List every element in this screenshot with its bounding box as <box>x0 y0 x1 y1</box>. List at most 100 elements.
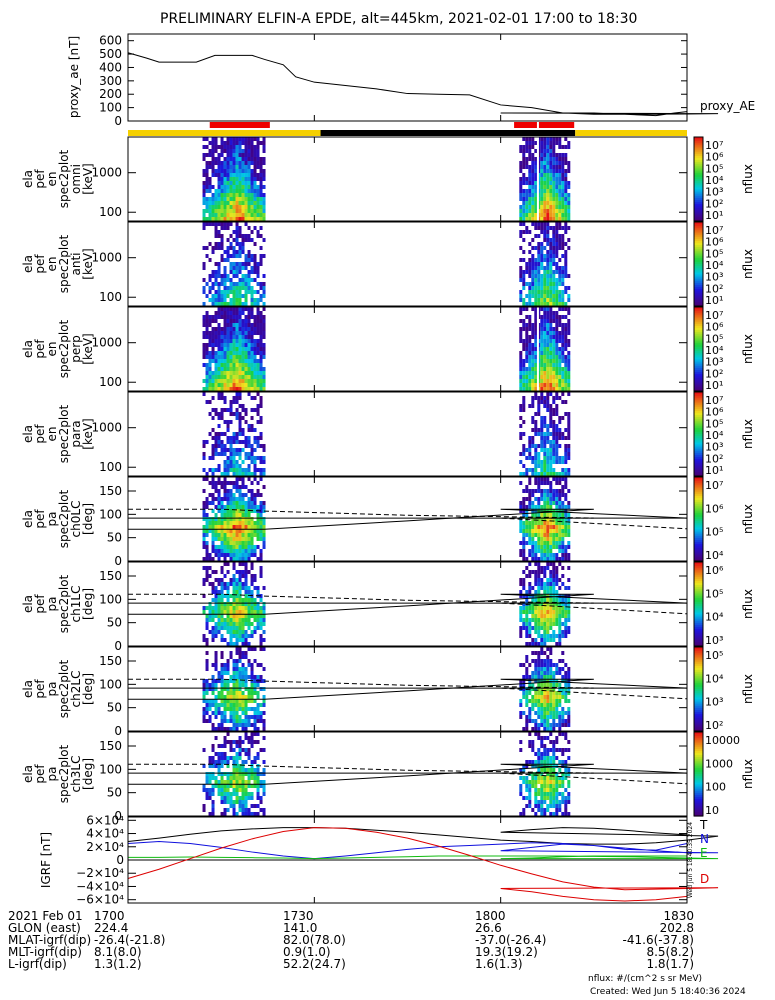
spectrogram-cell <box>531 213 535 217</box>
spectrogram-cell <box>253 647 257 651</box>
spectrogram-cell <box>555 634 559 638</box>
spectrogram-cell <box>564 185 568 189</box>
spectrogram-cell <box>241 691 245 695</box>
colorbar-segment <box>694 195 703 199</box>
spectrogram-cell <box>549 420 553 424</box>
spectrogram-cell <box>214 667 218 671</box>
spectrogram-cell <box>241 780 245 784</box>
y-tick-label: 100 <box>99 460 122 474</box>
spectrogram-cell <box>531 201 535 205</box>
spectrogram-cell <box>567 598 571 602</box>
spectrogram-cell <box>211 760 215 764</box>
spectrogram-cell <box>232 169 236 173</box>
spectrogram-cell <box>211 764 215 768</box>
spectrogram-cell <box>567 602 571 606</box>
spectrogram-cell <box>534 663 538 667</box>
spectrogram-cell <box>217 327 221 331</box>
spectrogram-cell <box>214 570 218 574</box>
spectrogram-cell <box>534 553 538 557</box>
colorbar-segment <box>694 672 703 675</box>
spectrogram-cell <box>208 517 212 521</box>
spectrogram-cell <box>555 622 559 626</box>
colorbar-frame <box>693 561 704 647</box>
spectrogram-cell <box>546 634 550 638</box>
spectrogram-cell <box>247 424 251 428</box>
spectrogram-cell <box>525 723 529 727</box>
spectrogram-cell <box>262 371 266 375</box>
spectrogram-cell <box>561 541 565 545</box>
spectrogram-cell <box>202 343 206 347</box>
spectrogram-cell <box>543 367 547 371</box>
spectrogram-cell <box>552 594 556 598</box>
spectrogram-cell <box>552 707 556 711</box>
spectrogram-cell <box>214 598 218 602</box>
spectrogram-cell <box>534 638 538 642</box>
spectrogram-cell <box>549 610 553 614</box>
panel-ylabel-line: en <box>45 342 59 357</box>
spectrogram-cell <box>217 290 221 294</box>
spectrogram-cell <box>543 141 547 145</box>
spectrogram-cell <box>549 387 553 391</box>
spectrogram-cell <box>226 489 230 493</box>
spectrogram-cell <box>244 307 248 311</box>
science-zone-marker <box>538 122 575 128</box>
spectrogram-cell <box>540 209 544 213</box>
spectrogram-cell <box>525 456 529 460</box>
spectrogram-cell <box>522 610 526 614</box>
spectrogram-cell <box>247 311 251 315</box>
spectrogram-cell <box>555 715 559 719</box>
spectrogram-cell <box>214 752 218 756</box>
spectrogram-cell <box>549 351 553 355</box>
spectrogram-cell <box>564 436 568 440</box>
spectrogram-cell <box>202 201 206 205</box>
spectrogram-cell <box>549 626 553 630</box>
spectrogram-cell <box>543 800 547 804</box>
colorbar-segment <box>694 303 703 307</box>
spectrogram-cell <box>256 756 260 760</box>
spectrogram-cell <box>223 715 227 719</box>
spectrogram-cell <box>226 290 230 294</box>
spectrogram-cell <box>537 610 541 614</box>
spectrogram-cell <box>235 331 239 335</box>
spectrogram-cell <box>223 185 227 189</box>
spectrogram-cell <box>558 549 562 553</box>
spectrogram-cell <box>567 412 571 416</box>
spectrogram-cell <box>235 663 239 667</box>
spectrogram-cell <box>552 562 556 566</box>
spectrogram-cell <box>549 363 553 367</box>
spectrogram-cell <box>549 290 553 294</box>
spectrogram-cell <box>235 392 239 396</box>
spectrogram-cell <box>241 748 245 752</box>
spectrogram-cell <box>250 804 254 808</box>
spectrogram-cell <box>214 173 218 177</box>
spectrogram-cell <box>552 493 556 497</box>
spectrogram-cell <box>229 351 233 355</box>
spectrogram-cell <box>256 157 260 161</box>
colorbar-segment <box>694 444 703 448</box>
spectrogram-cell <box>208 383 212 387</box>
spectrogram-cell <box>534 222 538 226</box>
colorbar-segment <box>694 498 703 501</box>
spectrogram-cell <box>567 286 571 290</box>
spectrogram-cell <box>555 606 559 610</box>
spectrogram-cell <box>247 428 251 432</box>
spectrogram-cell <box>229 634 233 638</box>
spectrogram-cell <box>223 359 227 363</box>
spectrogram-cell <box>244 137 248 141</box>
colorbar-segment <box>694 417 703 420</box>
spectrogram-cell <box>549 707 553 711</box>
spectrogram-cell <box>256 517 260 521</box>
spectrogram-cell <box>543 234 547 238</box>
spectrogram-cell <box>543 165 547 169</box>
spectrogram-cell <box>531 440 535 444</box>
colorbar-segment <box>694 413 703 416</box>
spectrogram-cell <box>543 387 547 391</box>
spectrogram-cell <box>537 562 541 566</box>
spectrogram-cell <box>531 493 535 497</box>
spectrogram-cell <box>253 189 257 193</box>
spectrogram-cell <box>543 521 547 525</box>
spectrogram-cell <box>223 752 227 756</box>
panel-ylabel-line: ch0LC <box>69 501 83 538</box>
spectrogram-cell <box>205 205 209 209</box>
spectrogram-cell <box>226 363 230 367</box>
